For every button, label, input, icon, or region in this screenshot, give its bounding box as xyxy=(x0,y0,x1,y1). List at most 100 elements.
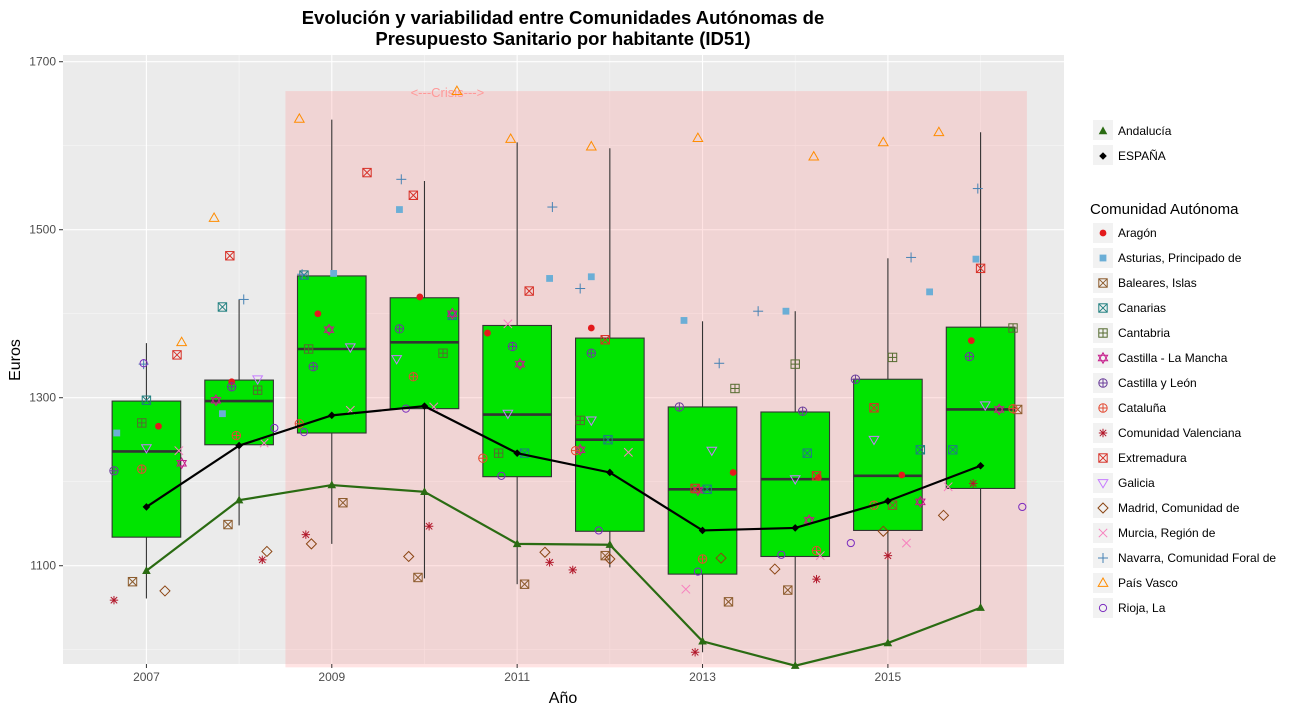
point-espana xyxy=(884,497,892,505)
legend-marker xyxy=(1098,428,1108,438)
point-cantabria xyxy=(1008,323,1018,333)
point-castilla-la-mancha xyxy=(514,357,526,371)
point-cantabria xyxy=(303,344,314,354)
y-tick-label: 1700 xyxy=(29,55,56,69)
point-cantabria xyxy=(438,348,448,358)
point-comunidad-valenciana xyxy=(301,530,311,539)
point-castilla-y-leon xyxy=(507,341,518,352)
point-cataluna xyxy=(231,430,242,441)
point-espana xyxy=(791,524,800,532)
point-pais-vasco xyxy=(808,150,820,161)
point-comunidad-valenciana xyxy=(568,565,577,575)
point-madrid-comunidad-de xyxy=(937,509,950,522)
point-baleares-islas xyxy=(338,498,348,508)
box-body xyxy=(296,275,367,434)
x-tick-label: 2009 xyxy=(318,670,345,684)
point-extremadura xyxy=(225,251,235,261)
point-canarias xyxy=(603,435,613,445)
point-murcia-region-de xyxy=(503,319,513,329)
legend-marker xyxy=(1098,603,1108,613)
point-galicia xyxy=(502,409,514,420)
legend-title: Comunidad Autónoma xyxy=(1090,201,1239,218)
point-extremadura xyxy=(975,263,986,274)
point-pais-vasco xyxy=(505,132,517,143)
point-navarra-comunidad-foral-de xyxy=(714,358,725,369)
point-castilla-y-leon xyxy=(964,351,975,362)
point-galicia xyxy=(706,446,718,457)
legend-marker xyxy=(1098,403,1108,413)
point-castilla-y-leon xyxy=(394,324,405,334)
box-body xyxy=(574,337,645,532)
point-castilla-la-mancha xyxy=(176,457,188,470)
legend-marker xyxy=(1098,303,1108,313)
point-andalucia xyxy=(234,495,244,504)
point-murcia-region-de xyxy=(174,446,184,456)
point-rioja-la xyxy=(1018,502,1027,512)
point-murcia-region-de xyxy=(901,538,911,548)
point-baleares-islas xyxy=(600,550,610,561)
point-cataluna xyxy=(1008,403,1018,414)
point-extremadura xyxy=(362,167,372,178)
legend-marker xyxy=(1097,576,1109,587)
legend-label: Madrid, Comunidad de xyxy=(1118,501,1240,515)
point-asturias-principado-de xyxy=(680,317,688,324)
point-cataluna xyxy=(811,545,822,556)
point-galicia xyxy=(789,475,801,485)
point-comunidad-valenciana xyxy=(883,551,893,560)
legend-key-bg xyxy=(1093,348,1113,368)
chart-title-line-2: Presupuesto Sanitario por habitante (ID5… xyxy=(375,28,750,49)
point-aragon xyxy=(228,378,236,386)
point-comunidad-valenciana xyxy=(424,522,434,531)
crisis-label: <---Crisis---> xyxy=(411,85,485,100)
point-rioja-la xyxy=(846,538,855,548)
legend-label: Cataluña xyxy=(1118,401,1166,415)
legend-label: Murcia, Región de xyxy=(1118,526,1216,540)
legend-label: País Vasco xyxy=(1118,576,1178,590)
point-navarra-comunidad-foral-de xyxy=(396,174,407,185)
line-espana xyxy=(145,404,981,532)
point-cantabria xyxy=(137,418,147,428)
point-madrid-comunidad-de xyxy=(403,550,415,563)
point-espana xyxy=(976,461,985,470)
legend-label: Galicia xyxy=(1118,476,1155,490)
point-rioja-la xyxy=(270,423,279,433)
point-canarias xyxy=(217,302,228,312)
y-tick-label: 1300 xyxy=(29,391,56,405)
point-murcia-region-de xyxy=(259,438,269,448)
point-canarias xyxy=(948,445,958,455)
point-cataluna xyxy=(570,445,581,456)
point-aragon xyxy=(967,337,975,344)
legend-label: Navarra, Comunidad Foral de xyxy=(1118,551,1276,565)
x-axis-title: Año xyxy=(549,690,578,707)
point-cantabria xyxy=(575,415,585,426)
point-navarra-comunidad-foral-de xyxy=(238,294,249,305)
point-asturias-principado-de xyxy=(219,410,226,418)
point-murcia-region-de xyxy=(623,447,633,457)
legend-marker xyxy=(1097,502,1109,514)
point-pais-vasco xyxy=(175,336,188,347)
point-pais-vasco xyxy=(293,112,306,123)
point-andalucia xyxy=(605,540,615,548)
point-extremadura xyxy=(690,483,700,494)
point-baleares-islas xyxy=(413,572,423,583)
point-espana xyxy=(513,449,521,457)
point-murcia-region-de xyxy=(681,584,691,594)
point-comunidad-valenciana xyxy=(109,595,119,605)
chart-title-line-1: Evolución y variabilidad entre Comunidad… xyxy=(302,7,825,28)
point-pais-vasco xyxy=(208,211,220,222)
legend-marker xyxy=(1099,152,1107,160)
legend-marker xyxy=(1098,378,1108,388)
point-cantabria xyxy=(730,383,740,394)
legend: Andalucía ESPAÑA Comunidad Autónoma Aragón A… xyxy=(1090,120,1276,618)
point-cantabria xyxy=(790,359,800,369)
point-aragon xyxy=(314,310,322,318)
legend-key-bg xyxy=(1093,498,1113,518)
point-rioja-la xyxy=(299,428,309,437)
legend-label: Aragón xyxy=(1118,226,1157,240)
point-cataluna xyxy=(478,453,488,463)
point-aragon xyxy=(898,471,906,479)
axes: 1100 1300 1500 1700 2007 2009 2011 2013 2015 xyxy=(29,55,901,684)
point-aragon xyxy=(155,422,162,430)
point-galicia xyxy=(140,444,153,454)
point-extremadura xyxy=(408,190,419,200)
